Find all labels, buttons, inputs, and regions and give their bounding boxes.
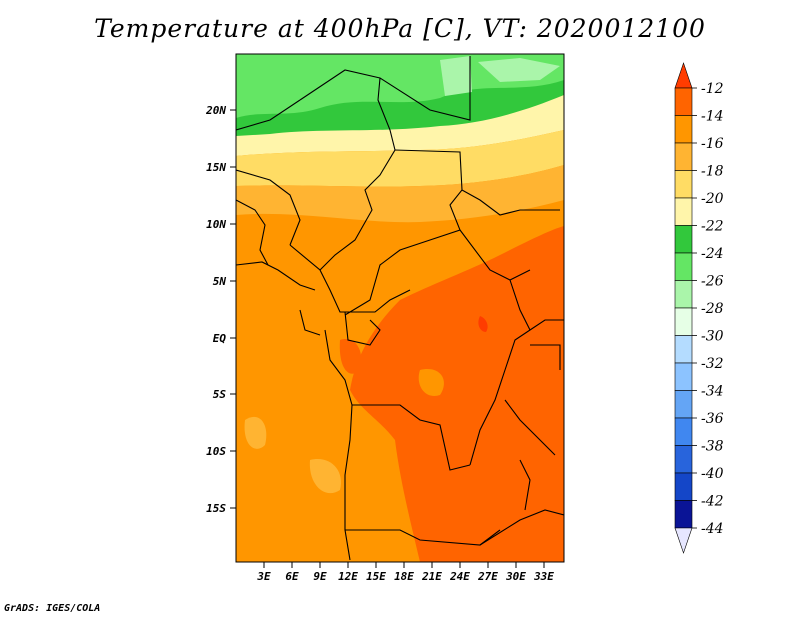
colorbar-label: -12: [701, 81, 724, 97]
lat-label: 10N: [206, 218, 226, 231]
colorbar-swatch: [674, 390, 693, 419]
country-borders: [236, 56, 564, 561]
colorbar-swatch: [674, 225, 693, 254]
colorbar-swatch: [674, 307, 693, 336]
map-frame: [235, 53, 565, 563]
lat-label: 15N: [206, 161, 226, 174]
lat-label: 20N: [205, 104, 226, 117]
lon-label: 6E: [285, 570, 299, 583]
colorbar-label: -16: [701, 136, 724, 152]
colorbar-swatch: [674, 445, 693, 474]
footer-credit: GrADS: IGES/COLA: [4, 603, 101, 614]
lon-label: 21E: [421, 570, 442, 583]
colorbar-swatch: [674, 115, 693, 144]
colorbar-swatch: [674, 142, 693, 171]
colorbar-label: -22: [701, 219, 724, 235]
colorbar-swatch: [674, 197, 693, 226]
colorbar-label: -42: [701, 494, 724, 510]
colorbar-label: -38: [701, 439, 724, 455]
colorbar-swatch: [674, 280, 693, 309]
lat-label: 5N: [213, 275, 227, 288]
lon-label: 30E: [505, 570, 526, 583]
lat-label: EQ: [213, 332, 227, 345]
lon-label: 27E: [477, 570, 498, 583]
colorbar-label: -24: [701, 246, 724, 262]
lat-label: 5S: [213, 388, 227, 401]
colorbar-swatch: [674, 417, 693, 446]
colorbar-swatch: [674, 472, 693, 501]
colorbar-swatch: [674, 87, 693, 116]
colorbar-swatch: [674, 335, 693, 364]
colorbar-label: -44: [701, 521, 724, 537]
colorbar-swatch: [674, 252, 693, 281]
colorbar-label: -30: [701, 329, 724, 345]
temperature-field: [236, 54, 564, 562]
colorbar-label: -32: [701, 356, 724, 372]
lat-label: 10S: [206, 445, 226, 458]
lon-label: 3E: [256, 570, 271, 583]
colorbar-label: -34: [701, 384, 724, 400]
colorbar-label: -36: [701, 411, 724, 427]
colorbar-label: -18: [701, 164, 724, 180]
colorbar-label: -28: [701, 301, 724, 317]
colorbar-label: -26: [701, 274, 724, 290]
colorbar-label: -40: [701, 466, 724, 482]
lon-label: 12E: [338, 570, 358, 583]
lon-label: 18E: [394, 570, 414, 583]
colorbar-bottom-arrow: [674, 527, 693, 554]
colorbar-swatch: [674, 362, 693, 391]
colorbar-label: -20: [701, 191, 724, 207]
lon-label: 9E: [313, 570, 327, 583]
colorbar-top-arrow: [674, 62, 693, 89]
lon-label: 15E: [366, 570, 386, 583]
map-title: Temperature at 400hPa [C], VT: 202001210…: [94, 14, 706, 43]
lon-label: 24E: [449, 570, 470, 583]
colorbar-swatch: [674, 500, 693, 529]
colorbar: -12 -14 -16 -18 -20 -22 -24 -26 -28 -30 -32 -34 -36 -…: [674, 62, 724, 554]
lon-label: 33E: [533, 570, 554, 583]
colorbar-swatch: [674, 170, 693, 199]
colorbar-label: -14: [701, 109, 724, 125]
lat-label: 15S: [206, 502, 226, 515]
